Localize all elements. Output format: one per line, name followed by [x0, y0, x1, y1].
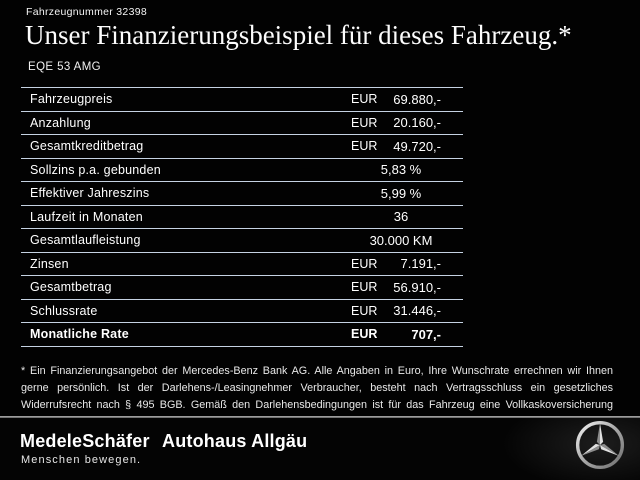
row-label: Anzahlung [30, 115, 91, 130]
table-row: Gesamtbetrag EUR 56.910,- [21, 276, 463, 300]
row-currency: EUR [351, 303, 378, 318]
table-row: Laufzeit in Monaten 36 [21, 206, 463, 229]
row-label: Laufzeit in Monaten [30, 209, 143, 224]
row-currency: EUR [351, 256, 378, 271]
row-label: Gesamtbetrag [30, 280, 112, 295]
table-row: Fahrzeugpreis EUR 69.880,- [21, 88, 463, 112]
row-label: Gesamtlaufleistung [30, 233, 141, 248]
row-value: 36 [393, 209, 409, 225]
row-value: 20.160,- [393, 115, 441, 131]
table-row: Schlussrate EUR 31.446,- [21, 300, 463, 323]
dealer-logo: MedeleSchäfer [20, 431, 150, 451]
dealer-footer: MedeleSchäfer Menschen bewegen. Autohaus… [0, 418, 640, 480]
table-row: Gesamtlaufleistung 30.000 KM [21, 229, 463, 253]
row-label: Effektiver Jahreszins [30, 186, 150, 201]
mercedes-star-icon [575, 420, 625, 470]
row-label: Monatliche Rate [30, 327, 129, 342]
row-label: Fahrzeugpreis [30, 92, 113, 107]
row-value: 56.910,- [393, 279, 441, 295]
dealer-tagline: Menschen bewegen. [21, 454, 142, 466]
footer-divider [0, 416, 640, 418]
row-value: 5,83 % [380, 162, 422, 178]
row-value: 30.000 KM [369, 232, 433, 248]
table-row: Sollzins p.a. gebunden 5,83 % [21, 159, 463, 182]
table-row: Zinsen EUR 7.191,- [21, 253, 463, 276]
row-currency: EUR [351, 327, 378, 342]
row-value: 707,- [411, 326, 441, 342]
row-currency: EUR [351, 92, 378, 107]
row-value: 7.191,- [400, 256, 441, 272]
table-row: Anzahlung EUR 20.160,- [21, 112, 463, 135]
table-row: Gesamtkreditbetrag EUR 49.720,- [21, 135, 463, 159]
vehicle-number: Fahrzeugnummer 32398 [26, 6, 147, 18]
row-label: Gesamtkreditbetrag [30, 139, 144, 154]
row-value: 69.880,- [393, 91, 441, 107]
row-currency: EUR [351, 115, 378, 130]
table-row-monthly-rate: Monatliche Rate EUR 707,- [21, 323, 463, 347]
model-name: EQE 53 AMG [28, 61, 102, 73]
financing-table: Fahrzeugpreis EUR 69.880,- Anzahlung EUR 2… [21, 87, 463, 347]
row-label: Schlussrate [30, 303, 98, 318]
row-value: 49.720,- [393, 138, 441, 154]
page-title: Unser Finanzierungsbeispiel für dieses F… [25, 20, 572, 50]
row-value: 31.446,- [393, 303, 441, 319]
table-row: Effektiver Jahreszins 5,99 % [21, 182, 463, 206]
row-label: Zinsen [30, 256, 69, 271]
row-currency: EUR [351, 139, 378, 154]
dealer-location-logo: Autohaus Allgäu [162, 431, 308, 451]
row-label: Sollzins p.a. gebunden [30, 162, 161, 177]
row-currency: EUR [351, 280, 378, 295]
row-value: 5,99 % [380, 185, 422, 201]
